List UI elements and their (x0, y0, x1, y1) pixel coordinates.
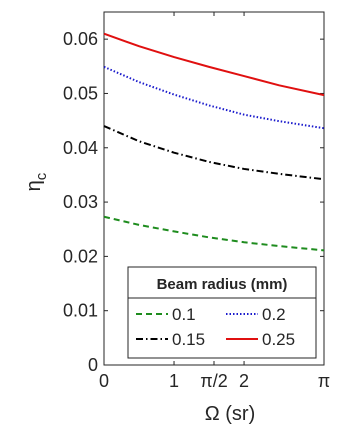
series-layer (103, 32, 325, 252)
y-axis-label-subscript: c (33, 172, 50, 180)
y-axis-label: ηc (23, 172, 50, 191)
legend-label: 0.2 (262, 305, 286, 324)
y-axis-label-main: η (23, 180, 45, 191)
y-tick-label: 0.06 (63, 29, 98, 49)
x-axis-label: Ω (sr) (205, 403, 256, 425)
x-tick-label: 0 (99, 371, 109, 391)
y-tick-label: 0 (88, 355, 98, 375)
y-tick-label: 0.01 (63, 301, 98, 321)
y-tick-label: 0.02 (63, 246, 98, 266)
series-line-0_2 (103, 65, 325, 130)
legend-label: 0.25 (262, 330, 295, 349)
x-tick-label: π/2 (200, 371, 227, 391)
x-tick-label: π (318, 371, 330, 391)
legend-label: 0.1 (172, 305, 196, 324)
x-tick-label: 1 (169, 371, 179, 391)
y-axis: 0 0.01 0.02 0.03 0.04 0.05 0.06 (63, 29, 324, 375)
x-tick-label: 2 (239, 371, 249, 391)
x-axis: 0 1 π/2 2 π (99, 12, 330, 391)
series-line-0_1 (103, 215, 325, 252)
legend-label: 0.15 (172, 330, 205, 349)
legend-title: Beam radius (mm) (157, 276, 288, 293)
series-line-0_25 (103, 32, 325, 97)
y-tick-label: 0.04 (63, 138, 98, 158)
y-tick-label: 0.03 (63, 192, 98, 212)
y-tick-label: 0.05 (63, 83, 98, 103)
legend: Beam radius (mm) 0.1 0.2 0.15 0.25 (127, 266, 317, 359)
legend-box (127, 266, 317, 359)
